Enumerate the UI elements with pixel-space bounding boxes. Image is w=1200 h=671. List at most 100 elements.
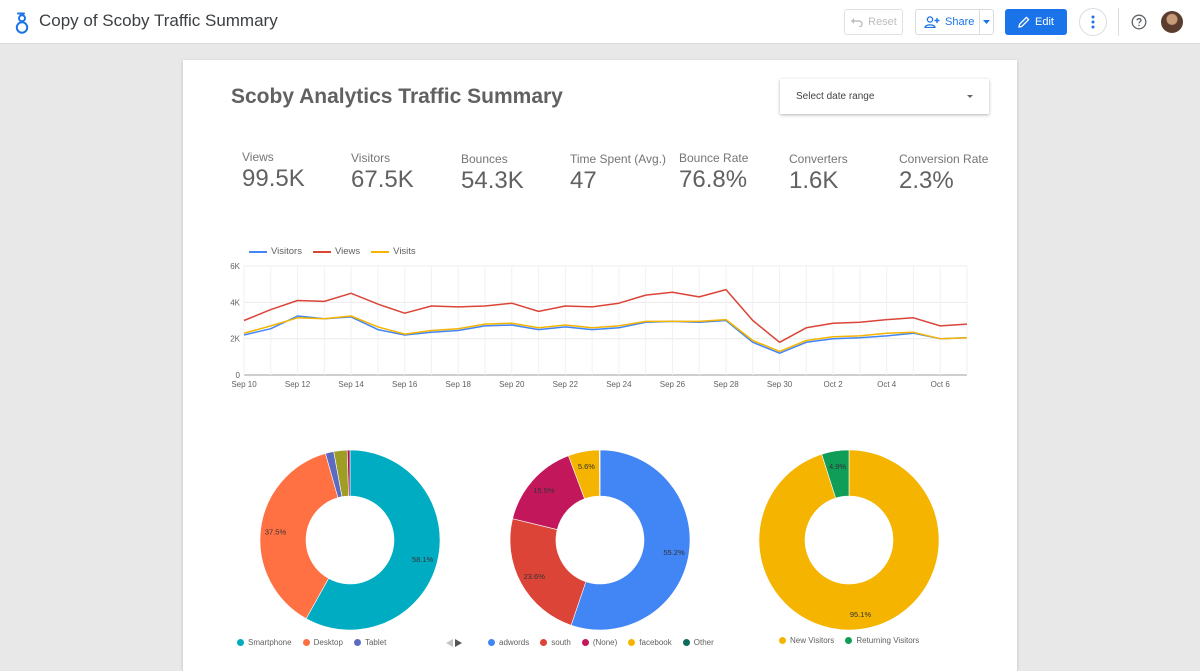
series-line-visitors[interactable] [243,315,968,354]
legend-label: Desktop [313,638,343,647]
scorecard-value: 1.6K [789,167,839,194]
date-range-selector[interactable]: Select date range [780,79,989,114]
legend-item-returning-visitors[interactable]: Returning Visitors [845,636,919,645]
legend-item-facebook[interactable]: facebook [628,638,672,647]
legend-swatch [353,639,361,646]
pie-slice[interactable] [599,449,601,497]
legend-pager [446,638,462,647]
line-chart-legend: Visitors Views Visits [249,246,427,257]
legend-label: (None) [592,638,618,647]
undo-icon [851,18,863,27]
reset-button[interactable]: Reset [844,9,903,35]
x-tick-label: Sep 28 [713,380,739,389]
scorecard-converters[interactable]: Converters 1.6K [789,152,848,195]
pie-slice[interactable] [758,449,940,631]
legend-swatch [249,250,267,253]
reset-label: Reset [868,16,897,28]
x-tick-label: Oct 2 [824,380,844,389]
legend-item-smartphone[interactable]: Smartphone [237,638,292,647]
scorecard-label: Conversion Rate [899,152,989,166]
edit-button[interactable]: Edit [1005,9,1067,35]
legend-item-views[interactable]: Views [312,246,360,257]
x-tick-label: Sep 24 [606,380,632,389]
scorecard-label: Bounce Rate [679,151,749,165]
legend-item-desktop[interactable]: Desktop [302,638,343,647]
scorecard-visitors[interactable]: Visitors 67.5K [351,151,414,194]
share-button[interactable]: Share [915,9,994,35]
slice-data-label: 58.1% [412,555,434,564]
x-tick-label: Sep 20 [499,380,525,389]
scorecard-value: 67.5K [351,166,414,193]
series-line-visits[interactable] [243,315,968,353]
slice-data-label: 23.6% [524,572,546,581]
pencil-icon [1018,16,1030,28]
legend-label: New Visitors [790,636,835,645]
legend-label: south [551,638,571,647]
avatar[interactable] [1161,11,1183,33]
x-tick-label: Oct 4 [877,380,897,389]
legend-item-new-visitors[interactable]: New Visitors [779,636,834,645]
chevron-right-icon[interactable] [455,638,462,647]
legend-swatch [845,637,853,644]
legend-swatch [628,639,636,646]
person-add-icon [924,16,940,28]
visitor-type-pie-chart[interactable]: 95.1% 4.9% [744,440,954,640]
legend-swatch [312,250,331,253]
scorecard-value: 47 [570,167,597,194]
legend-swatch [488,639,495,646]
legend-item-south[interactable]: south [540,638,571,647]
report-document-title[interactable]: Copy of Scoby Traffic Summary [39,11,278,30]
traffic-line-chart[interactable]: 0 2K 4K 6K Sep 10 Sep 12 Sep 14 Sep 16 Sep 18 Sep… [223,260,983,395]
pie-slice[interactable] [259,453,339,620]
y-tick-label: 6K [230,262,240,271]
series-line-views[interactable] [243,288,968,344]
more-options-button[interactable] [1079,8,1107,36]
scorecard-bounces[interactable]: Bounces 54.3K [461,152,524,195]
legend-label: Visits [393,246,416,257]
date-range-placeholder: Select date range [796,91,875,102]
data-studio-logo-icon[interactable] [14,12,30,34]
pie-slice[interactable] [570,449,691,631]
legend-swatch [682,639,690,646]
device-pie-chart[interactable]: 58.1% 37.5% [245,440,455,640]
slice-data-label: 4.9% [829,462,846,471]
legend-item-tablet[interactable]: Tablet [353,638,386,647]
chevron-left-icon[interactable] [446,638,453,647]
dropdown-arrow-icon [967,95,973,98]
report-canvas: Scoby Analytics Traffic Summary Select d… [183,60,1017,671]
source-pie-legend: adwords south (None) facebook Other [446,638,725,647]
legend-swatch [540,639,548,646]
y-tick-label: 2K [230,335,240,344]
help-icon[interactable] [1131,14,1147,30]
top-app-bar: Copy of Scoby Traffic Summary Reset Shar… [0,0,1200,44]
x-tick-label: Sep 10 [231,380,257,389]
share-main[interactable]: Share [916,10,980,34]
scorecard-views[interactable]: Views 99.5K [242,150,305,193]
legend-item-adwords[interactable]: adwords [488,638,529,647]
scorecard-label: Views [242,150,274,164]
pie-slice[interactable] [346,449,351,497]
legend-item-other[interactable]: Other [682,638,714,647]
legend-item-visits[interactable]: Visits [371,246,416,257]
slice-data-label: 95.1% [850,610,872,619]
scorecard-value: 54.3K [461,167,524,194]
scorecard-time-spent[interactable]: Time Spent (Avg.) 47 [570,152,666,195]
source-pie-chart[interactable]: 55.2% 23.6% 15.5% 5.6% [495,440,705,640]
edit-label: Edit [1035,16,1054,28]
scorecard-conversion-rate[interactable]: Conversion Rate 2.3% [899,152,988,195]
legend-item-none[interactable]: (None) [581,638,618,647]
scorecard-bounce-rate[interactable]: Bounce Rate 76.8% [679,151,748,194]
pie-slice[interactable] [821,449,850,499]
x-tick-label: Sep 22 [553,380,579,389]
legend-label: adwords [499,638,530,647]
slice-data-label: 37.5% [265,527,287,536]
pie-slice[interactable] [509,518,587,626]
pie-slice[interactable] [305,449,441,631]
legend-swatch [581,639,589,646]
share-options-caret[interactable] [980,10,993,34]
x-tick-label: Sep 18 [446,380,472,389]
device-pie-legend: Smartphone Desktop Tablet [237,638,397,647]
share-label: Share [945,16,975,28]
legend-item-visitors[interactable]: Visitors [249,246,302,257]
toolbar-divider [1118,8,1119,36]
